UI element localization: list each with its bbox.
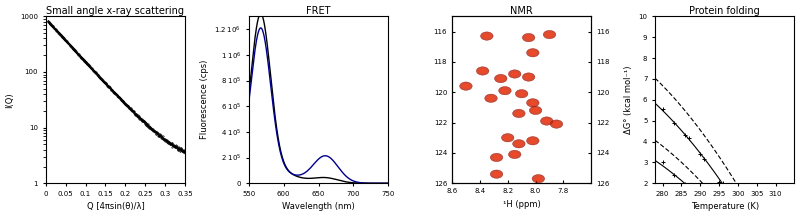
Ellipse shape <box>511 72 518 76</box>
Ellipse shape <box>483 34 490 38</box>
Y-axis label: I(Q): I(Q) <box>6 92 14 108</box>
Ellipse shape <box>490 170 503 178</box>
Ellipse shape <box>518 91 525 96</box>
Ellipse shape <box>494 74 507 83</box>
Ellipse shape <box>493 172 500 176</box>
Ellipse shape <box>485 94 498 102</box>
Ellipse shape <box>532 108 539 113</box>
Ellipse shape <box>530 51 536 55</box>
Ellipse shape <box>546 32 553 37</box>
Ellipse shape <box>530 106 542 115</box>
Ellipse shape <box>532 174 545 183</box>
Y-axis label: ΔG° (kcal mol⁻¹): ΔG° (kcal mol⁻¹) <box>624 66 633 134</box>
Ellipse shape <box>515 141 522 146</box>
Ellipse shape <box>530 138 536 143</box>
Ellipse shape <box>513 109 525 118</box>
Ellipse shape <box>502 88 509 93</box>
Title: Protein folding: Protein folding <box>690 6 760 16</box>
X-axis label: Wavelength (nm): Wavelength (nm) <box>282 202 355 211</box>
Ellipse shape <box>553 122 560 126</box>
Y-axis label: Fluorescence (cps): Fluorescence (cps) <box>200 60 209 140</box>
Ellipse shape <box>502 133 514 142</box>
Ellipse shape <box>493 155 500 160</box>
Ellipse shape <box>525 75 532 79</box>
Ellipse shape <box>511 152 518 157</box>
Ellipse shape <box>535 176 542 181</box>
Ellipse shape <box>541 117 553 125</box>
Ellipse shape <box>509 150 521 159</box>
Ellipse shape <box>515 111 522 116</box>
Ellipse shape <box>550 120 562 128</box>
Ellipse shape <box>479 69 486 73</box>
Title: Small angle x-ray scattering: Small angle x-ray scattering <box>46 6 185 16</box>
Ellipse shape <box>522 33 535 42</box>
Title: NMR: NMR <box>510 6 533 16</box>
Ellipse shape <box>525 35 532 40</box>
Ellipse shape <box>515 90 528 98</box>
Ellipse shape <box>530 100 536 105</box>
Ellipse shape <box>526 136 539 145</box>
Ellipse shape <box>543 119 550 123</box>
Ellipse shape <box>498 87 511 95</box>
X-axis label: Q [4πsin(θ)/λ]: Q [4πsin(θ)/λ] <box>86 202 144 211</box>
Ellipse shape <box>476 67 489 75</box>
X-axis label: Temperature (K): Temperature (K) <box>690 202 759 211</box>
Ellipse shape <box>481 32 493 40</box>
Ellipse shape <box>490 153 503 162</box>
Title: FRET: FRET <box>306 6 330 16</box>
Ellipse shape <box>460 82 472 90</box>
Ellipse shape <box>543 30 556 39</box>
X-axis label: ¹H (ppm): ¹H (ppm) <box>502 200 541 209</box>
Ellipse shape <box>498 76 504 81</box>
Ellipse shape <box>526 49 539 57</box>
Ellipse shape <box>462 84 470 88</box>
Ellipse shape <box>504 135 511 140</box>
Ellipse shape <box>526 99 539 107</box>
Ellipse shape <box>487 96 494 100</box>
Ellipse shape <box>513 140 525 148</box>
Ellipse shape <box>509 70 521 78</box>
Ellipse shape <box>522 73 535 81</box>
